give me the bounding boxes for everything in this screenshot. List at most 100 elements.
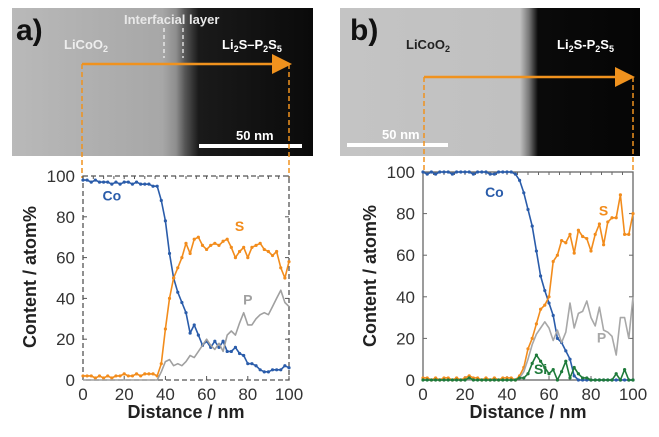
- x-tick-label-b: 80: [582, 385, 601, 404]
- data-point-s-a: [81, 374, 85, 378]
- data-point-si-b: [534, 353, 539, 357]
- data-point-si-b: [446, 378, 450, 382]
- data-point-co-a: [270, 368, 275, 372]
- series-label-co-a: Co: [103, 187, 122, 203]
- data-point-co-a: [122, 180, 126, 184]
- series-co-a: [81, 178, 291, 374]
- data-point-s-a: [225, 237, 229, 241]
- panel-label-b: b): [350, 14, 378, 47]
- x-tick-label-a: 100: [275, 385, 303, 404]
- series-label-si-b: Si: [534, 361, 547, 377]
- data-point-s-b: [543, 303, 547, 307]
- x-tick-label-a: 20: [115, 385, 134, 404]
- licoo2-label-b: LiCoO2: [406, 37, 450, 54]
- data-point-co-b: [438, 170, 442, 174]
- data-point-co-a: [287, 366, 291, 370]
- data-point-si-b: [434, 378, 438, 382]
- data-point-co-b: [539, 274, 543, 278]
- data-point-co-b: [530, 224, 534, 228]
- y-tick-label-b: 80: [396, 205, 415, 224]
- series-line-co-a: [83, 179, 290, 373]
- data-point-co-b: [476, 170, 480, 174]
- lps-label-b: Li2S-P2S5: [557, 37, 614, 54]
- data-point-s-b: [593, 232, 597, 236]
- lps-label-a: Li2S–P2S5: [222, 37, 282, 54]
- data-point-s-a: [126, 374, 130, 378]
- data-point-si-b: [547, 372, 551, 376]
- data-point-s-a: [97, 374, 102, 378]
- data-point-s-a: [176, 266, 180, 270]
- data-point-s-a: [250, 245, 254, 249]
- series-line-p-a: [83, 289, 290, 381]
- data-point-co-a: [221, 339, 225, 343]
- data-point-co-a: [167, 251, 172, 256]
- data-point-si-b: [576, 372, 581, 376]
- data-point-co-a: [176, 290, 180, 294]
- y-tick-label-a: 60: [56, 249, 75, 268]
- data-point-s-b: [610, 216, 614, 220]
- data-point-co-a: [229, 349, 233, 354]
- data-point-s-a: [262, 247, 266, 252]
- series-label-p-b: P: [597, 330, 606, 346]
- x-tick-label-a: 80: [238, 385, 257, 404]
- data-point-s-b: [526, 347, 530, 351]
- data-point-co-a: [196, 333, 200, 337]
- data-point-si-b: [568, 376, 572, 380]
- series-line-s-b: [423, 194, 634, 381]
- data-point-s-b: [581, 234, 585, 239]
- data-point-co-a: [134, 180, 139, 184]
- data-point-co-a: [147, 182, 151, 186]
- data-point-co-b: [480, 170, 484, 174]
- data-point-si-b: [597, 378, 602, 382]
- data-point-co-b: [450, 172, 454, 176]
- data-point-s-b: [539, 307, 543, 311]
- data-point-co-a: [102, 180, 106, 184]
- data-point-co-b: [497, 170, 501, 174]
- data-point-si-b: [539, 359, 543, 363]
- data-point-co-a: [97, 180, 102, 184]
- data-point-s-a: [102, 376, 106, 380]
- data-point-s-a: [196, 235, 200, 239]
- data-point-co-b: [425, 172, 429, 176]
- data-point-si-b: [463, 378, 467, 382]
- data-point-si-b: [526, 372, 530, 376]
- data-point-co-a: [258, 368, 262, 372]
- data-point-s-b: [547, 295, 551, 299]
- y-tick-label-a: 100: [47, 167, 75, 186]
- data-point-s-a: [139, 374, 143, 378]
- data-point-co-b: [534, 249, 539, 253]
- data-point-s-a: [287, 260, 291, 264]
- data-point-co-a: [233, 345, 238, 349]
- data-point-co-b: [505, 170, 509, 174]
- data-point-s-a: [122, 372, 126, 376]
- data-point-si-b: [471, 378, 475, 382]
- data-point-s-a: [147, 372, 151, 376]
- panel-b-micrograph: b) LiCoO2 Li2S-P2S5 50 nm: [340, 8, 640, 156]
- data-point-co-b: [434, 172, 438, 176]
- scale-bar-label-b: 50 nm: [382, 127, 420, 142]
- data-point-si-b: [518, 376, 522, 380]
- data-point-co-a: [155, 184, 159, 188]
- data-point-s-b: [530, 336, 534, 340]
- data-point-s-a: [270, 253, 275, 258]
- data-point-co-a: [250, 362, 254, 366]
- series-s-a: [81, 235, 291, 380]
- data-point-si-b: [614, 372, 618, 376]
- data-point-s-a: [246, 256, 250, 260]
- data-point-co-b: [576, 378, 581, 382]
- data-point-si-b: [497, 378, 501, 382]
- data-point-si-b: [488, 378, 492, 382]
- data-point-s-a: [167, 296, 172, 300]
- data-point-co-a: [246, 362, 250, 366]
- data-point-co-b: [429, 170, 433, 174]
- data-point-si-b: [581, 376, 585, 380]
- series-s-b: [421, 193, 635, 382]
- data-point-si-b: [421, 378, 425, 382]
- data-point-s-a: [221, 239, 225, 243]
- licoo2-label-a: LiCoO2: [64, 37, 108, 54]
- data-point-si-b: [610, 378, 614, 382]
- data-point-co-b: [509, 170, 513, 174]
- data-point-co-a: [114, 180, 118, 184]
- plot-frame-a: [82, 175, 290, 381]
- data-point-co-a: [163, 219, 167, 223]
